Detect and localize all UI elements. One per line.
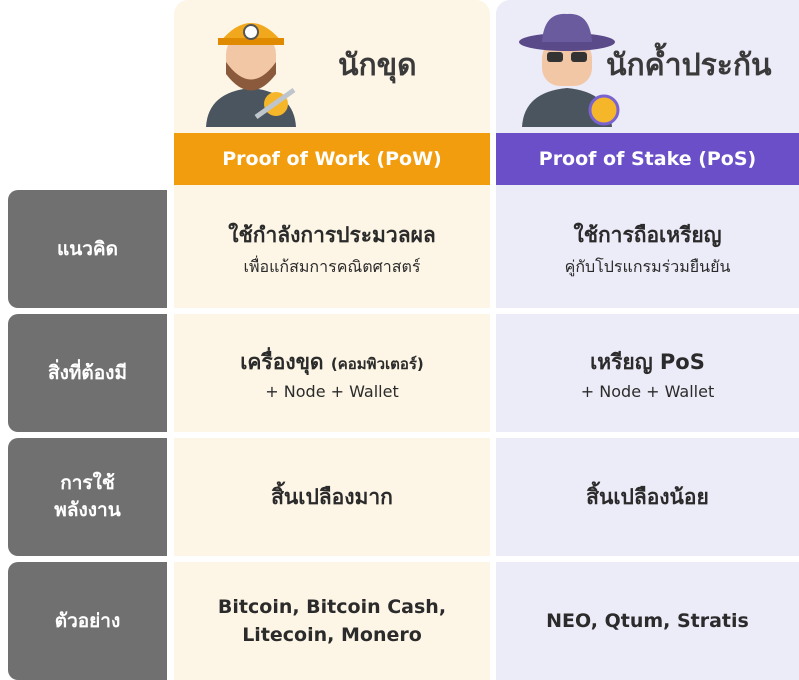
pos-header: Proof of Stake (PoS) xyxy=(496,133,799,185)
row-separator xyxy=(0,556,799,562)
pos-title: นักค้ำประกัน xyxy=(606,48,772,83)
table-cell: Bitcoin, Bitcoin Cash, Litecoin, Monero xyxy=(174,562,490,680)
row-label-line: ตัวอย่าง xyxy=(54,609,121,632)
row-label-line: พลังงาน xyxy=(54,499,121,521)
row-label: สิ่งที่ต้องมี xyxy=(8,314,167,432)
table-cell: สิ้นเปลืองมาก xyxy=(174,438,490,556)
row-label-line: การใช้ xyxy=(60,472,115,495)
cell-main: เหรียญ PoS xyxy=(590,349,705,374)
cell-main: เครื่องขุด (คอมพิวเตอร์) xyxy=(240,349,424,374)
cell-line: Bitcoin, Bitcoin Cash, xyxy=(217,595,447,618)
row-label: ตัวอย่าง xyxy=(8,562,167,680)
cell-sub: เพื่อแก้สมการคณิตศาสตร์ xyxy=(243,256,421,276)
table-cell: เครื่องขุด (คอมพิวเตอร์) + Node + Wallet xyxy=(174,314,490,432)
miner-avatar xyxy=(206,23,296,127)
cell-main: สิ้นเปลืองมาก xyxy=(271,484,393,509)
row-label-line: แนวคิด xyxy=(57,237,118,260)
cell-sub: คู่กับโปรแกรมร่วมยืนยัน xyxy=(564,256,731,276)
table-cell: เหรียญ PoS + Node + Wallet xyxy=(496,314,799,432)
cell-line: NEO, Qtum, Stratis xyxy=(546,609,749,632)
cell-line: Litecoin, Monero xyxy=(242,624,422,646)
table-cell: NEO, Qtum, Stratis xyxy=(496,562,799,680)
cell-note: (คอมพิวเตอร์) xyxy=(330,354,424,373)
row-separator xyxy=(0,308,799,314)
row-separator xyxy=(0,432,799,438)
row-label-line: สิ่งที่ต้องมี xyxy=(48,361,127,384)
cell-main: ใช้การถือเหรียญ xyxy=(573,222,722,247)
table-cell: สิ้นเปลืองน้อย xyxy=(496,438,799,556)
table-cell: ใช้กำลังการประมวลผลเพื่อแก้สมการคณิตศาสต… xyxy=(174,190,490,308)
pow-header: Proof of Work (PoW) xyxy=(174,133,490,185)
pow-title: นักขุด xyxy=(338,48,417,83)
row-label: การใช้พลังงาน xyxy=(8,438,167,556)
cell-main: ใช้กำลังการประมวลผล xyxy=(228,222,436,247)
staker-avatar xyxy=(519,13,620,127)
table-cell: ใช้การถือเหรียญคู่กับโปรแกรมร่วมยืนยัน xyxy=(496,190,799,308)
cell-main: สิ้นเปลืองน้อย xyxy=(586,484,709,509)
row-label: แนวคิด xyxy=(8,190,167,308)
cell-sub: + Node + Wallet xyxy=(265,381,399,401)
cell-sub: + Node + Wallet xyxy=(580,381,715,401)
